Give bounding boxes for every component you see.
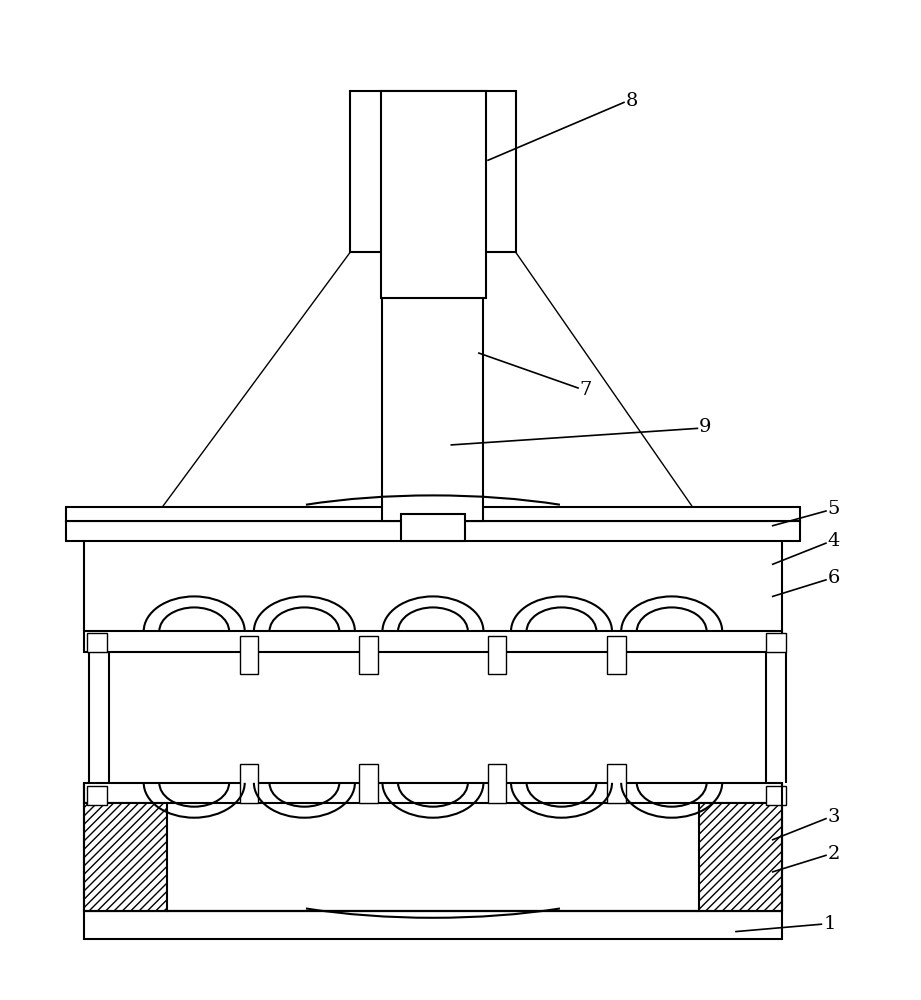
Bar: [608, 764, 625, 803]
Text: 3: 3: [828, 808, 840, 826]
Bar: [87, 633, 107, 652]
Bar: [608, 636, 625, 674]
Bar: [401, 514, 465, 541]
Bar: [766, 786, 787, 805]
Bar: [87, 786, 107, 805]
Bar: [84, 911, 782, 939]
Bar: [84, 803, 167, 911]
Bar: [699, 803, 782, 911]
Bar: [350, 91, 516, 252]
Text: 7: 7: [580, 381, 592, 399]
Text: 1: 1: [823, 915, 835, 933]
Bar: [65, 521, 800, 541]
Bar: [84, 783, 782, 803]
Bar: [84, 631, 782, 652]
Text: 4: 4: [828, 532, 840, 550]
Text: 5: 5: [828, 500, 840, 518]
Bar: [240, 764, 259, 803]
Bar: [359, 636, 378, 674]
Bar: [380, 91, 486, 298]
Bar: [359, 764, 378, 803]
Bar: [382, 255, 484, 521]
Text: 8: 8: [625, 92, 638, 110]
Text: 9: 9: [699, 418, 712, 436]
Text: 2: 2: [828, 845, 840, 863]
Bar: [488, 636, 507, 674]
Bar: [65, 507, 800, 521]
Bar: [488, 764, 507, 803]
Bar: [240, 636, 259, 674]
Text: 6: 6: [828, 569, 840, 587]
Bar: [766, 633, 787, 652]
